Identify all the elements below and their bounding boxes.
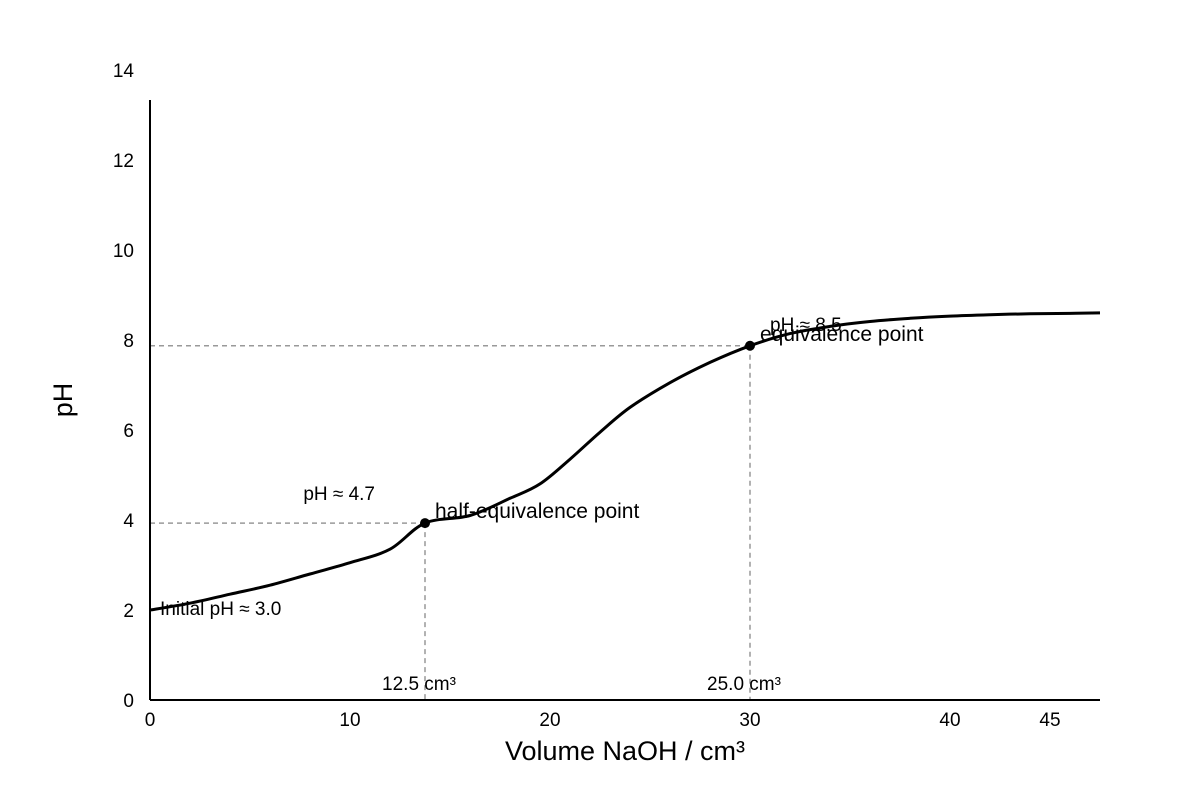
equivalence-volume-label: 25.0 cm³ bbox=[707, 674, 781, 695]
y-tick-label: 4 bbox=[123, 511, 134, 532]
x-tick-label: 30 bbox=[739, 710, 760, 731]
axes bbox=[149, 100, 1100, 701]
y-tick-label: 2 bbox=[123, 601, 134, 622]
x-tick-label: 45 bbox=[1039, 710, 1060, 731]
y-tick-label: 10 bbox=[113, 241, 134, 262]
equivalence-point-label: equivalence point bbox=[760, 323, 924, 346]
curve-layer bbox=[149, 311, 1101, 612]
x-tick-label: 20 bbox=[539, 710, 560, 731]
y-tick-label: 8 bbox=[123, 331, 134, 352]
equivalence-ph-label: pH ≈ 8.5 bbox=[770, 315, 842, 336]
y-tick-label: 12 bbox=[113, 151, 134, 172]
half-equivalence-ph-label: pH ≈ 4.7 bbox=[303, 484, 375, 505]
titration-curve bbox=[149, 311, 1101, 612]
initial-ph-annotation: Initial pH ≈ 3.0 bbox=[160, 599, 281, 620]
y-tick-label: 0 bbox=[123, 691, 134, 712]
marked-points: half-equivalence point pH ≈ 4.7 12.5 cm³ eq… bbox=[303, 315, 923, 695]
x-tick-labels: 0 10 20 30 40 45 bbox=[145, 710, 1061, 731]
equivalence-point-marker bbox=[745, 340, 755, 351]
x-tick-label: 0 bbox=[145, 710, 156, 731]
half-equivalence-volume-label: 12.5 cm³ bbox=[382, 674, 456, 695]
x-tick-label: 40 bbox=[939, 710, 960, 731]
annotations: Initial pH ≈ 3.0 bbox=[160, 599, 281, 620]
x-tick-label: 10 bbox=[339, 710, 360, 731]
guide-lines bbox=[150, 345, 751, 700]
x-axis-title: Volume NaOH / cm³ bbox=[505, 736, 745, 766]
y-tick-label: 14 bbox=[113, 61, 135, 82]
y-tick-label: 6 bbox=[123, 421, 134, 442]
half-equivalence-point-label: half-equivalence point bbox=[435, 500, 639, 523]
y-axis-title: pH bbox=[48, 383, 78, 418]
y-tick-labels: 0 2 4 6 8 10 12 14 bbox=[113, 61, 135, 712]
half-equivalence-point-marker bbox=[420, 518, 430, 529]
